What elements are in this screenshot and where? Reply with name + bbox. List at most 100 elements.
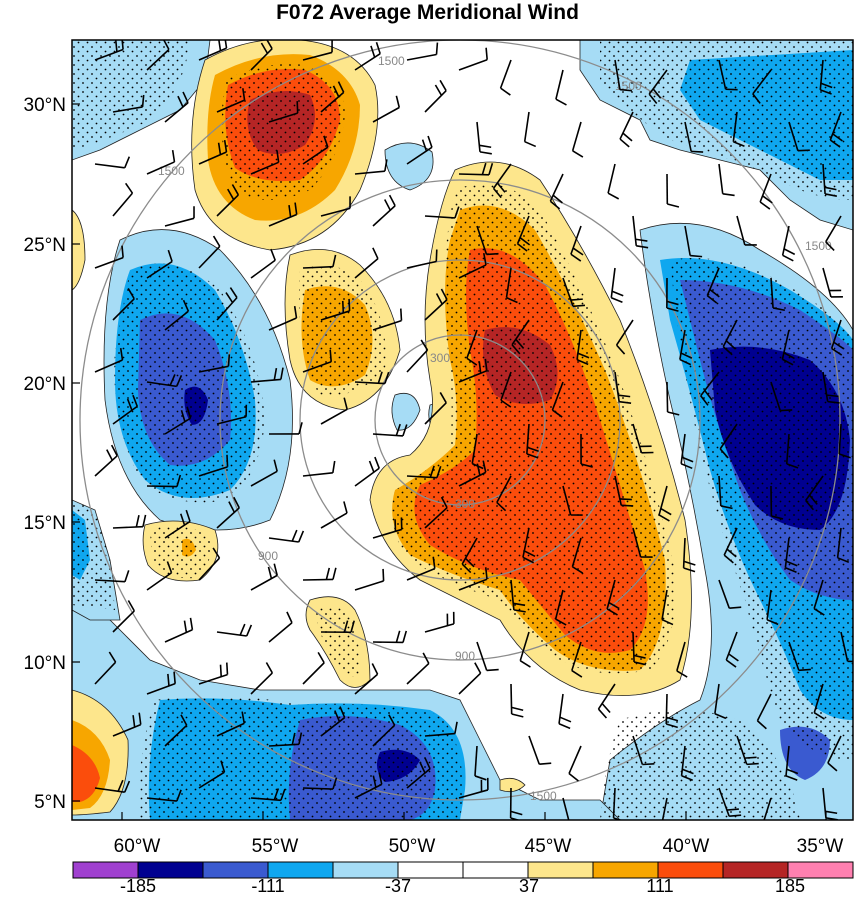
wind-barb <box>372 517 403 539</box>
wind-barb <box>112 94 145 113</box>
wind-barb <box>112 182 134 217</box>
wind-barb <box>680 433 694 470</box>
wind-barb <box>719 423 738 459</box>
wind-barb <box>555 69 567 106</box>
wind-barb <box>250 150 280 175</box>
colorbar-label: -37 <box>385 876 411 896</box>
wind-barb <box>718 163 735 197</box>
wind-barb <box>827 735 842 772</box>
wind-barb <box>112 287 135 321</box>
range-rings <box>79 40 841 801</box>
wind-barb <box>632 215 649 249</box>
wind-barb <box>372 308 403 331</box>
wind-barb <box>354 772 383 799</box>
wind-barb <box>250 788 286 802</box>
wind-barb <box>610 267 624 304</box>
lat-label: 15°N <box>24 513 66 534</box>
wind-barb <box>785 433 799 469</box>
wind-barb <box>268 611 293 643</box>
wind-barb <box>198 235 221 269</box>
wind-barb <box>614 371 632 404</box>
wind-barb <box>756 693 772 730</box>
wind-barb <box>466 329 478 366</box>
wind-barb <box>785 745 799 781</box>
wind-barb <box>684 121 704 153</box>
wind-barbs <box>94 40 853 820</box>
lon-label: 55°W <box>252 836 299 857</box>
wind-barb <box>302 40 333 61</box>
wind-barb <box>615 319 634 355</box>
wind-barb <box>216 496 240 529</box>
wind-barb <box>146 561 173 591</box>
wind-barb <box>268 305 298 331</box>
ring-label: 1500 <box>378 54 405 68</box>
significance-stippling <box>72 40 853 820</box>
wind-barb <box>216 287 238 321</box>
positive-wind-contour <box>72 209 86 291</box>
ring-label: 300 <box>430 351 450 365</box>
wind-barb <box>661 797 668 820</box>
lat-label: 25°N <box>24 235 66 256</box>
wind-barb <box>94 156 131 169</box>
wind-barb <box>320 196 351 217</box>
wind-barb <box>679 329 693 366</box>
wind-barb <box>112 514 147 529</box>
wind-barb <box>718 475 733 510</box>
wind-barb <box>268 732 303 747</box>
wind-barb <box>164 714 188 747</box>
wind-barb <box>571 121 584 158</box>
wind-barb <box>302 651 325 685</box>
wind-barb <box>684 225 703 258</box>
wind-barb <box>666 277 679 312</box>
wind-barb <box>250 563 278 591</box>
wind-barb <box>607 163 620 200</box>
wind-barb <box>320 501 348 529</box>
wind-barb <box>94 651 117 685</box>
lon-label: 50°W <box>389 836 436 857</box>
wind-barb <box>198 40 228 61</box>
ring-label: 1500 <box>805 239 832 253</box>
wind-barb <box>571 641 583 678</box>
wind-barb <box>632 527 653 558</box>
lat-label: 20°N <box>24 374 66 395</box>
wind-barb <box>770 277 785 312</box>
ring-label: 1500 <box>158 164 185 178</box>
wind-barb <box>164 299 190 331</box>
wind-barb <box>822 371 840 404</box>
map-title: F072 Average Meridional Wind <box>276 1 579 24</box>
wind-barb <box>516 215 531 252</box>
wind-barb <box>840 631 853 663</box>
wind-barb <box>94 570 130 583</box>
wind-barb <box>354 247 379 279</box>
negative-wind-contour <box>391 392 421 431</box>
wind-barb <box>510 579 526 613</box>
wind-barb <box>198 547 221 581</box>
wind-barb <box>562 277 586 308</box>
wind-barb <box>424 721 458 737</box>
wind-barb <box>406 339 429 373</box>
wind-barb <box>302 349 333 373</box>
colorbar-label: 185 <box>775 876 805 896</box>
plot-frame <box>71 39 854 821</box>
wind-barb <box>94 348 124 373</box>
wind-barb <box>302 460 336 477</box>
wind-barb <box>94 40 124 61</box>
wind-barb <box>354 42 381 71</box>
wind-barb <box>700 371 720 406</box>
wind-barb <box>216 184 240 217</box>
wind-barb <box>474 745 487 781</box>
wind-barb <box>665 693 679 729</box>
wind-barb <box>164 206 195 227</box>
wind-barb <box>511 319 530 355</box>
colorbar-label: -185 <box>120 876 156 896</box>
wind-barb <box>406 465 442 479</box>
positive-wind-contour <box>499 777 526 793</box>
wind-barb <box>825 215 842 251</box>
colorbar-label: -111 <box>251 876 284 896</box>
wind-barb <box>146 671 176 695</box>
colorbar-label: 37 <box>519 876 539 896</box>
wind-barb <box>666 173 680 208</box>
wind-barb <box>406 42 439 61</box>
wind-barb <box>372 714 396 747</box>
wind-barb <box>714 683 727 720</box>
